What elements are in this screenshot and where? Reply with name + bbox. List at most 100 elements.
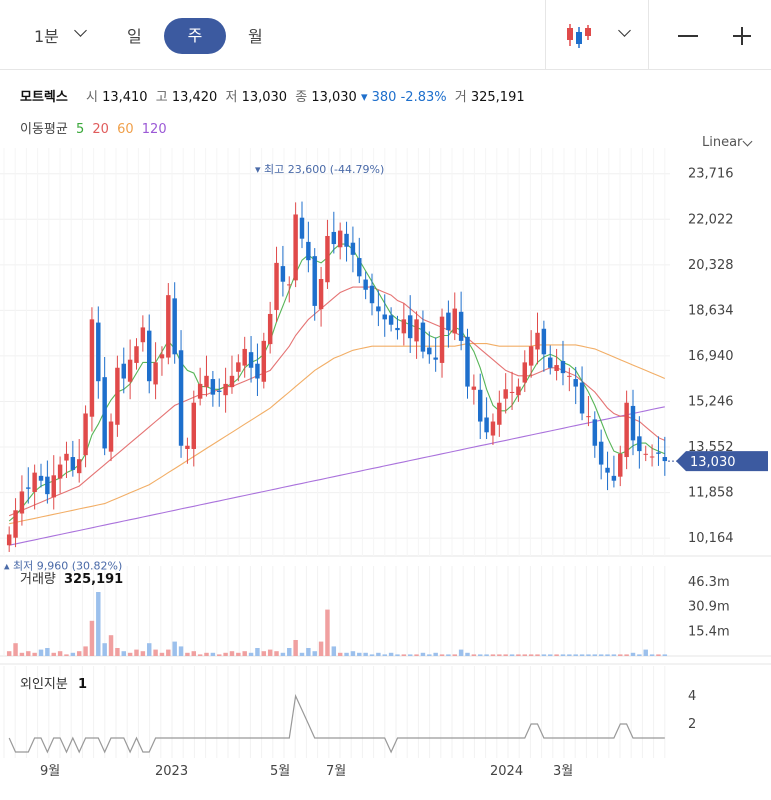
period-day-tab[interactable]: 일 bbox=[127, 27, 142, 46]
candle-body bbox=[592, 419, 598, 446]
volume-bar bbox=[159, 652, 165, 656]
x-axis-label: 9월 bbox=[40, 764, 60, 779]
volume-bar bbox=[57, 651, 63, 656]
candle-body bbox=[598, 441, 604, 465]
volume-bar bbox=[503, 654, 508, 656]
candle-body bbox=[217, 390, 222, 392]
volume-bar bbox=[127, 652, 133, 656]
volume-bar bbox=[452, 654, 457, 656]
chart-type-chevron-icon[interactable] bbox=[618, 24, 631, 37]
x-axis-label: 3월 bbox=[553, 764, 573, 779]
current-price-tag bbox=[676, 451, 768, 472]
volume-bar bbox=[592, 654, 598, 656]
candle-body bbox=[57, 464, 63, 479]
volume-bar bbox=[45, 648, 50, 656]
candle-body bbox=[166, 295, 171, 358]
volume-bar bbox=[382, 654, 387, 656]
candle-body bbox=[376, 306, 381, 312]
volume-bar bbox=[446, 654, 451, 656]
candle-body bbox=[172, 298, 177, 355]
candle-body bbox=[579, 382, 585, 414]
volume-bar bbox=[248, 652, 254, 656]
chart-toolbar: 1분 일 주 월 bbox=[0, 0, 771, 70]
volume-value: 325,191 bbox=[470, 90, 525, 105]
zoom-out-button[interactable] bbox=[678, 35, 698, 37]
candle-body bbox=[535, 332, 540, 350]
candle-body bbox=[299, 217, 305, 239]
candle-body bbox=[611, 475, 617, 481]
ma60-label: 60 bbox=[117, 122, 134, 137]
candle-body bbox=[439, 316, 445, 363]
toolbar-divider bbox=[545, 0, 546, 70]
price-tick-label: 13,552 bbox=[688, 440, 734, 455]
volume-bar bbox=[643, 649, 648, 656]
volume-bar bbox=[64, 654, 69, 656]
candle-body bbox=[102, 377, 107, 449]
volume-bar bbox=[497, 654, 502, 656]
candle-body bbox=[236, 362, 241, 372]
candle-body bbox=[255, 363, 260, 379]
chevron-down-icon[interactable] bbox=[74, 24, 87, 37]
high-label: 고 bbox=[155, 90, 168, 105]
ma20-label: 20 bbox=[92, 122, 109, 137]
volume-bar bbox=[318, 641, 324, 656]
candlestick-icon[interactable] bbox=[565, 22, 595, 50]
volume-bar bbox=[490, 654, 496, 656]
price-tick-label: 15,246 bbox=[688, 394, 734, 409]
candle-body bbox=[465, 336, 470, 387]
volume-bar bbox=[287, 648, 292, 656]
volume-bar bbox=[344, 652, 349, 656]
candle-body bbox=[350, 242, 356, 255]
volume-bar bbox=[312, 651, 317, 656]
volume-bar bbox=[255, 648, 260, 656]
candle-body bbox=[83, 413, 88, 456]
candle-body bbox=[26, 487, 31, 489]
price-tick-label: 11,858 bbox=[688, 486, 734, 501]
volume-bar bbox=[32, 652, 37, 656]
candle-body bbox=[32, 472, 37, 492]
chevron-down-icon[interactable] bbox=[742, 136, 753, 147]
period-month-tab[interactable]: 월 bbox=[248, 27, 263, 46]
volume-bar bbox=[140, 651, 146, 656]
candle-body bbox=[503, 389, 508, 399]
volume-bar bbox=[261, 651, 267, 656]
volume-bar bbox=[153, 649, 158, 656]
close-value: 13,030 bbox=[311, 90, 357, 105]
volume-bar bbox=[541, 654, 547, 656]
volume-bar bbox=[649, 654, 655, 656]
candle-body bbox=[407, 315, 413, 339]
volume-bar bbox=[108, 635, 114, 656]
candle-body bbox=[108, 421, 114, 452]
price-tick-label: 23,716 bbox=[688, 167, 734, 182]
volume-bar bbox=[637, 654, 642, 656]
volume-bar bbox=[363, 652, 368, 656]
candle-body bbox=[134, 346, 139, 363]
candle-body bbox=[210, 379, 216, 395]
volume-bar bbox=[605, 654, 610, 656]
candle-body bbox=[267, 313, 273, 345]
foreign-title: 외인지분 bbox=[20, 677, 68, 692]
low-value: 13,030 bbox=[241, 90, 288, 105]
volume-bar bbox=[210, 652, 216, 656]
x-axis-label: 7월 bbox=[326, 764, 346, 779]
candle-body bbox=[573, 379, 578, 387]
volume-bar bbox=[76, 651, 82, 656]
candle-body bbox=[357, 258, 362, 277]
volume-bar bbox=[134, 649, 139, 656]
foreign-tick-label: 4 bbox=[688, 689, 696, 704]
volume-bar bbox=[376, 652, 381, 656]
period-week-tab[interactable]: 주 bbox=[164, 18, 226, 54]
candle-body bbox=[490, 421, 496, 436]
high-annotation: ▾ 최고 23,600 (-44.79%) bbox=[255, 163, 384, 176]
volume-bar bbox=[217, 654, 222, 656]
candle-body bbox=[197, 383, 203, 399]
candle-body bbox=[312, 256, 317, 306]
moving-average-legend: 이동평균 5 20 60 120 bbox=[20, 118, 171, 137]
ma5-label: 5 bbox=[75, 122, 85, 137]
interval-select[interactable]: 1분 bbox=[34, 20, 59, 54]
candle-body bbox=[325, 235, 330, 283]
volume-bar bbox=[280, 652, 286, 656]
candle-body bbox=[13, 510, 18, 538]
foreign-title-value: 1 bbox=[78, 677, 87, 692]
scale-mode-select[interactable]: Linear bbox=[702, 135, 743, 150]
